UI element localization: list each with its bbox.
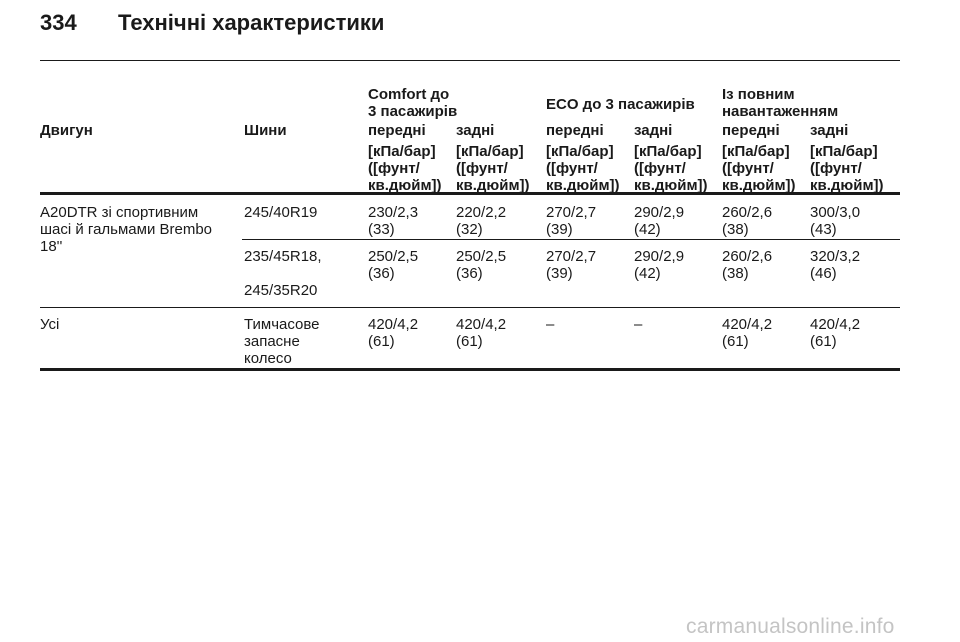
tire-cell: 245/40R19 <box>244 204 318 221</box>
unit-label: [кПа/бар] ([фунт/ кв.дюйм]) <box>456 143 530 194</box>
page-number: 334 <box>40 10 77 35</box>
pressure-cell: 260/2,6 (38) <box>722 204 773 238</box>
header-rule <box>40 60 900 61</box>
group-header-comfort: Comfort до 3 пасажирів <box>368 86 458 120</box>
column-header-front: передні <box>368 122 426 139</box>
column-header-rear: задні <box>634 122 673 139</box>
table-header-rule <box>40 192 900 195</box>
pressure-cell: 290/2,9 (42) <box>634 248 685 282</box>
pressure-cell: 420/4,2 (61) <box>368 316 419 350</box>
column-header-front: передні <box>546 122 604 139</box>
column-header-front: передні <box>722 122 780 139</box>
pressure-cell: 270/2,7 (39) <box>546 204 597 238</box>
table-bottom-rule <box>40 368 900 371</box>
group-header-full-load: Із повним навантаженням <box>722 86 839 120</box>
tire-cell: Тимчасове запасне колесо <box>244 316 320 367</box>
pressure-cell: 320/3,2 (46) <box>810 248 861 282</box>
pressure-cell: – <box>546 316 555 333</box>
page-header: 334 Технічні характеристики <box>40 10 384 36</box>
column-header-rear: задні <box>456 122 495 139</box>
pressure-cell: 270/2,7 (39) <box>546 248 597 282</box>
pressure-cell: – <box>634 316 643 333</box>
engine-cell: Усі <box>40 316 60 333</box>
row-divider <box>40 307 900 308</box>
pressure-cell: 290/2,9 (42) <box>634 204 685 238</box>
unit-label: [кПа/бар] ([фунт/ кв.дюйм]) <box>810 143 884 194</box>
pressure-cell: 230/2,3 (33) <box>368 204 419 238</box>
pressure-cell: 260/2,6 (38) <box>722 248 773 282</box>
unit-label: [кПа/бар] ([фунт/ кв.дюйм]) <box>368 143 442 194</box>
row-divider <box>242 239 900 240</box>
pressure-cell: 300/3,0 (43) <box>810 204 861 238</box>
unit-label: [кПа/бар] ([фунт/ кв.дюйм]) <box>722 143 796 194</box>
page-title: Технічні характеристики <box>118 10 385 35</box>
column-header-tires: Шини <box>244 122 287 139</box>
tire-cell: 235/45R18, 245/35R20 <box>244 248 322 299</box>
pressure-cell: 420/4,2 (61) <box>810 316 861 350</box>
pressure-cell: 250/2,5 (36) <box>368 248 419 282</box>
pressure-cell: 250/2,5 (36) <box>456 248 507 282</box>
pressure-cell: 420/4,2 (61) <box>722 316 773 350</box>
unit-label: [кПа/бар] ([фунт/ кв.дюйм]) <box>634 143 708 194</box>
watermark: carmanualsonline.info <box>686 615 895 638</box>
engine-cell: A20DTR зі спортивним шасі й гальмами Bre… <box>40 204 213 255</box>
pressure-cell: 420/4,2 (61) <box>456 316 507 350</box>
column-header-rear: задні <box>810 122 849 139</box>
group-header-eco: ECO до 3 пасажирів <box>546 96 695 113</box>
unit-label: [кПа/бар] ([фунт/ кв.дюйм]) <box>546 143 620 194</box>
pressure-cell: 220/2,2 (32) <box>456 204 507 238</box>
column-header-engine: Двигун <box>40 122 93 139</box>
